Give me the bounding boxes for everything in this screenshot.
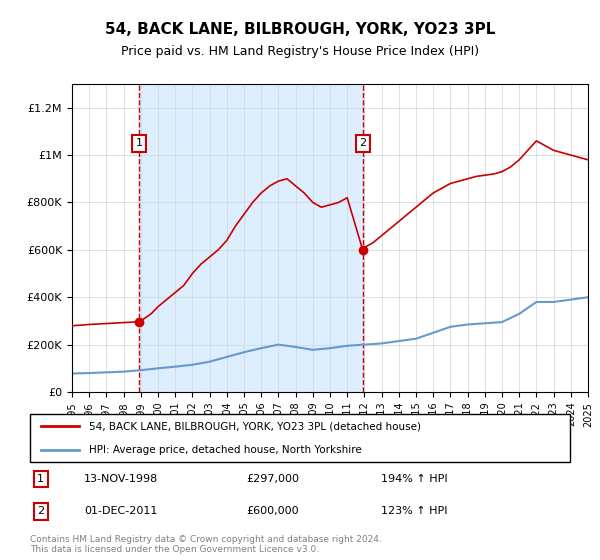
Bar	[139, 84, 362, 392]
Text: 54, BACK LANE, BILBROUGH, YORK, YO23 3PL (detached house): 54, BACK LANE, BILBROUGH, YORK, YO23 3PL…	[89, 421, 421, 431]
Text: £600,000: £600,000	[246, 506, 299, 516]
Text: 1: 1	[136, 138, 143, 148]
Text: £297,000: £297,000	[246, 474, 299, 484]
Text: 54, BACK LANE, BILBROUGH, YORK, YO23 3PL: 54, BACK LANE, BILBROUGH, YORK, YO23 3PL	[105, 22, 495, 38]
Text: Price paid vs. HM Land Registry's House Price Index (HPI): Price paid vs. HM Land Registry's House …	[121, 45, 479, 58]
Text: Contains HM Land Registry data © Crown copyright and database right 2024.
This d: Contains HM Land Registry data © Crown c…	[30, 535, 382, 554]
Text: 194% ↑ HPI: 194% ↑ HPI	[381, 474, 448, 484]
Text: 123% ↑ HPI: 123% ↑ HPI	[381, 506, 448, 516]
Text: 13-NOV-1998: 13-NOV-1998	[84, 474, 158, 484]
Text: 2: 2	[37, 506, 44, 516]
FancyBboxPatch shape	[30, 414, 570, 462]
Text: 1: 1	[37, 474, 44, 484]
Text: HPI: Average price, detached house, North Yorkshire: HPI: Average price, detached house, Nort…	[89, 445, 362, 455]
Text: 2: 2	[359, 138, 366, 148]
Text: 01-DEC-2011: 01-DEC-2011	[84, 506, 157, 516]
